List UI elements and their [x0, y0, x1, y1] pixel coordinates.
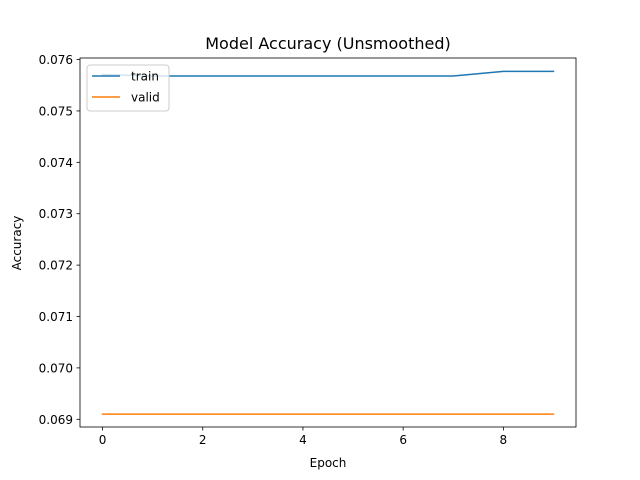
- y-tick-label: 0.070: [39, 361, 73, 375]
- x-ticks: 0 2 4 6 8: [99, 427, 507, 447]
- x-axis-label: Epoch: [310, 456, 347, 470]
- y-axis-label: Accuracy: [10, 216, 24, 271]
- y-ticks: 0.069 0.070 0.071 0.072 0.073 0.074 0.075 0.076: [39, 53, 80, 427]
- y-tick-label: 0.069: [39, 413, 73, 427]
- legend-items: train valid: [92, 70, 160, 105]
- y-tick-label: 0.072: [39, 259, 73, 273]
- x-tick-label: 4: [299, 433, 307, 447]
- y-tick-label: 0.071: [39, 310, 73, 324]
- legend: train valid: [86, 64, 170, 112]
- y-tick-label: 0.073: [39, 207, 73, 221]
- plot-area: [79, 57, 577, 428]
- y-tick-label: 0.074: [39, 156, 73, 170]
- y-tick-label: 0.075: [39, 104, 73, 118]
- legend-label-valid: valid: [131, 91, 160, 105]
- x-tick-label: 2: [199, 433, 207, 447]
- y-tick-label: 0.076: [39, 53, 73, 67]
- chart-title: Model Accuracy (Unsmoothed): [205, 34, 451, 53]
- x-tick-label: 0: [99, 433, 107, 447]
- series-line-train: [101, 70, 555, 77]
- x-tick-label: 8: [500, 433, 508, 447]
- lines-layer: [101, 70, 555, 415]
- axes-frame: [79, 57, 577, 428]
- legend-label-train: train: [131, 70, 159, 84]
- x-tick-label: 6: [399, 433, 407, 447]
